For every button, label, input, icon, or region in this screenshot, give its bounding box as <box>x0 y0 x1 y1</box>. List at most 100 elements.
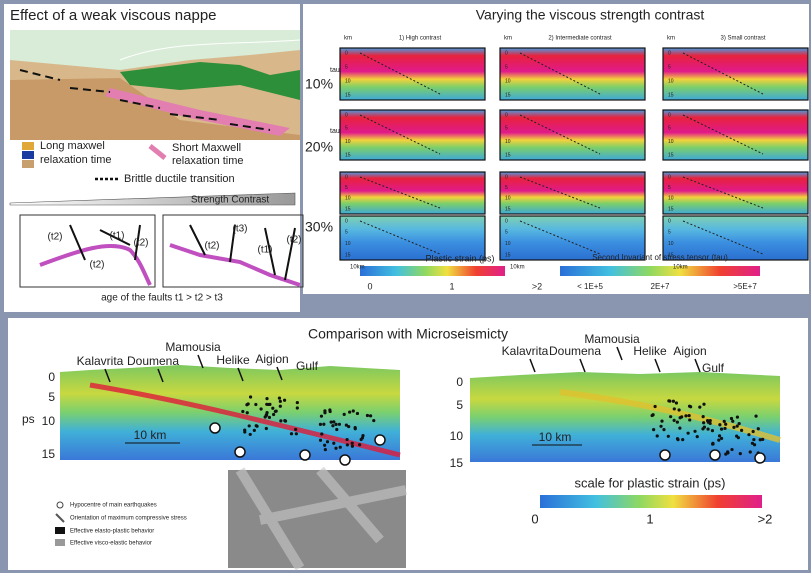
scale-bar: 10km <box>510 265 525 271</box>
fault-label: (t1) <box>110 231 125 242</box>
place-label: Helike <box>216 353 250 367</box>
hypocentre <box>338 423 341 426</box>
hypocentre <box>351 442 354 445</box>
hypocentre <box>361 434 364 437</box>
hypocentre <box>720 428 723 431</box>
tick-label: 0 <box>345 112 348 118</box>
hypocentre <box>296 401 299 404</box>
place-label: Aigion <box>255 352 288 366</box>
tick-label: 10 <box>668 241 674 247</box>
model-panel <box>500 48 645 100</box>
fault-label: (t3) <box>233 224 248 235</box>
tick-label: 15 <box>345 152 351 158</box>
fault-label: (t2) <box>134 238 149 249</box>
hypocentre <box>283 399 286 402</box>
colorbar-label: 1 <box>449 281 454 291</box>
section-title: Varying the viscous strength contrast <box>476 7 705 23</box>
hypocentre <box>706 427 709 430</box>
hypocentre <box>749 450 752 453</box>
hypocentre <box>693 430 696 433</box>
tick-label: 0 <box>668 174 671 180</box>
hypocentre <box>319 439 322 442</box>
hypocentre <box>656 434 659 437</box>
hypocentre <box>723 427 726 430</box>
tick-label: 0 <box>668 218 671 224</box>
legend-label: Orientation of maximum compressive stres… <box>70 516 187 522</box>
focal-mechanism <box>235 447 245 457</box>
colorbar-label: >5E+7 <box>733 282 757 291</box>
fault-label: (t2) <box>287 235 302 246</box>
tick-label: 10 <box>450 429 464 443</box>
scale-bar: 10km <box>673 265 688 271</box>
tick-label: 15 <box>42 447 56 461</box>
hypocentre <box>322 423 325 426</box>
hypocentre <box>673 419 676 422</box>
hypocentre <box>331 424 334 427</box>
axis-label: km <box>504 36 512 42</box>
focal-mechanism <box>210 423 220 433</box>
hypocentre <box>243 430 246 433</box>
hypocentre <box>330 421 333 424</box>
focal-mechanism <box>340 455 350 465</box>
label: Second Invariant of stress tensor (tau) <box>592 253 728 262</box>
hypocentre <box>740 429 743 432</box>
hypocentre <box>294 428 297 431</box>
hypocentre <box>732 426 735 429</box>
hypocentre <box>328 408 331 411</box>
hypocentre <box>290 432 293 435</box>
tick-label: 10 <box>345 139 351 145</box>
row-label: 10% <box>305 76 333 92</box>
hypocentre <box>684 414 687 417</box>
hypocentre <box>660 420 663 423</box>
hypocentre <box>248 424 251 427</box>
row-label: 20% <box>305 139 333 155</box>
hypocentre <box>652 428 655 431</box>
hypocentre <box>267 403 270 406</box>
colorbar-label: >2 <box>758 511 773 526</box>
hypocentre <box>702 403 705 406</box>
colorbar-label: 1 <box>646 511 653 526</box>
hypocentre <box>320 415 323 418</box>
hypocentre <box>659 425 662 428</box>
tick-label: 15 <box>668 152 674 158</box>
hypocentre <box>352 409 355 412</box>
hypocentre <box>323 411 326 414</box>
hypocentre <box>711 429 714 432</box>
legend-label: Hypocentre of main earthquakes <box>70 503 157 509</box>
hypocentre <box>723 420 726 423</box>
hypocentre <box>678 427 681 430</box>
hypocentre <box>354 427 357 430</box>
axis-label: tau <box>330 67 340 74</box>
tick-label: 10 <box>505 196 511 202</box>
place-label: Gulf <box>296 359 319 373</box>
colorbar <box>540 495 762 508</box>
tick-label: 5 <box>345 126 348 132</box>
hypocentre <box>679 416 682 419</box>
hypocentre <box>254 403 257 406</box>
hypocentre <box>688 418 691 421</box>
hypocentre <box>278 396 281 399</box>
tick-label: 5 <box>505 185 508 191</box>
hypocentre <box>348 410 351 413</box>
tick-label: 5 <box>668 126 671 132</box>
hypocentre <box>332 442 335 445</box>
hypocentre <box>279 400 282 403</box>
scale-bar: 10 km <box>134 428 167 442</box>
hypocentre <box>753 443 756 446</box>
tick-label: 15 <box>345 252 351 258</box>
legend-swatch <box>55 527 65 534</box>
label: Strength Contrast <box>191 195 270 206</box>
column-header: 3) Small contrast <box>720 36 765 42</box>
hypocentre <box>246 411 249 414</box>
hypocentre <box>662 428 665 431</box>
axis-label: km <box>667 36 675 42</box>
hypocentre <box>718 423 721 426</box>
hypocentre <box>255 424 258 427</box>
place-label: Gulf <box>702 361 725 375</box>
legend-swatch <box>55 539 65 546</box>
tick-label: 15 <box>450 456 464 470</box>
tick-label: 5 <box>668 64 671 70</box>
place-label: Doumena <box>127 354 179 368</box>
hypocentre <box>738 422 741 425</box>
hypocentre <box>372 419 375 422</box>
